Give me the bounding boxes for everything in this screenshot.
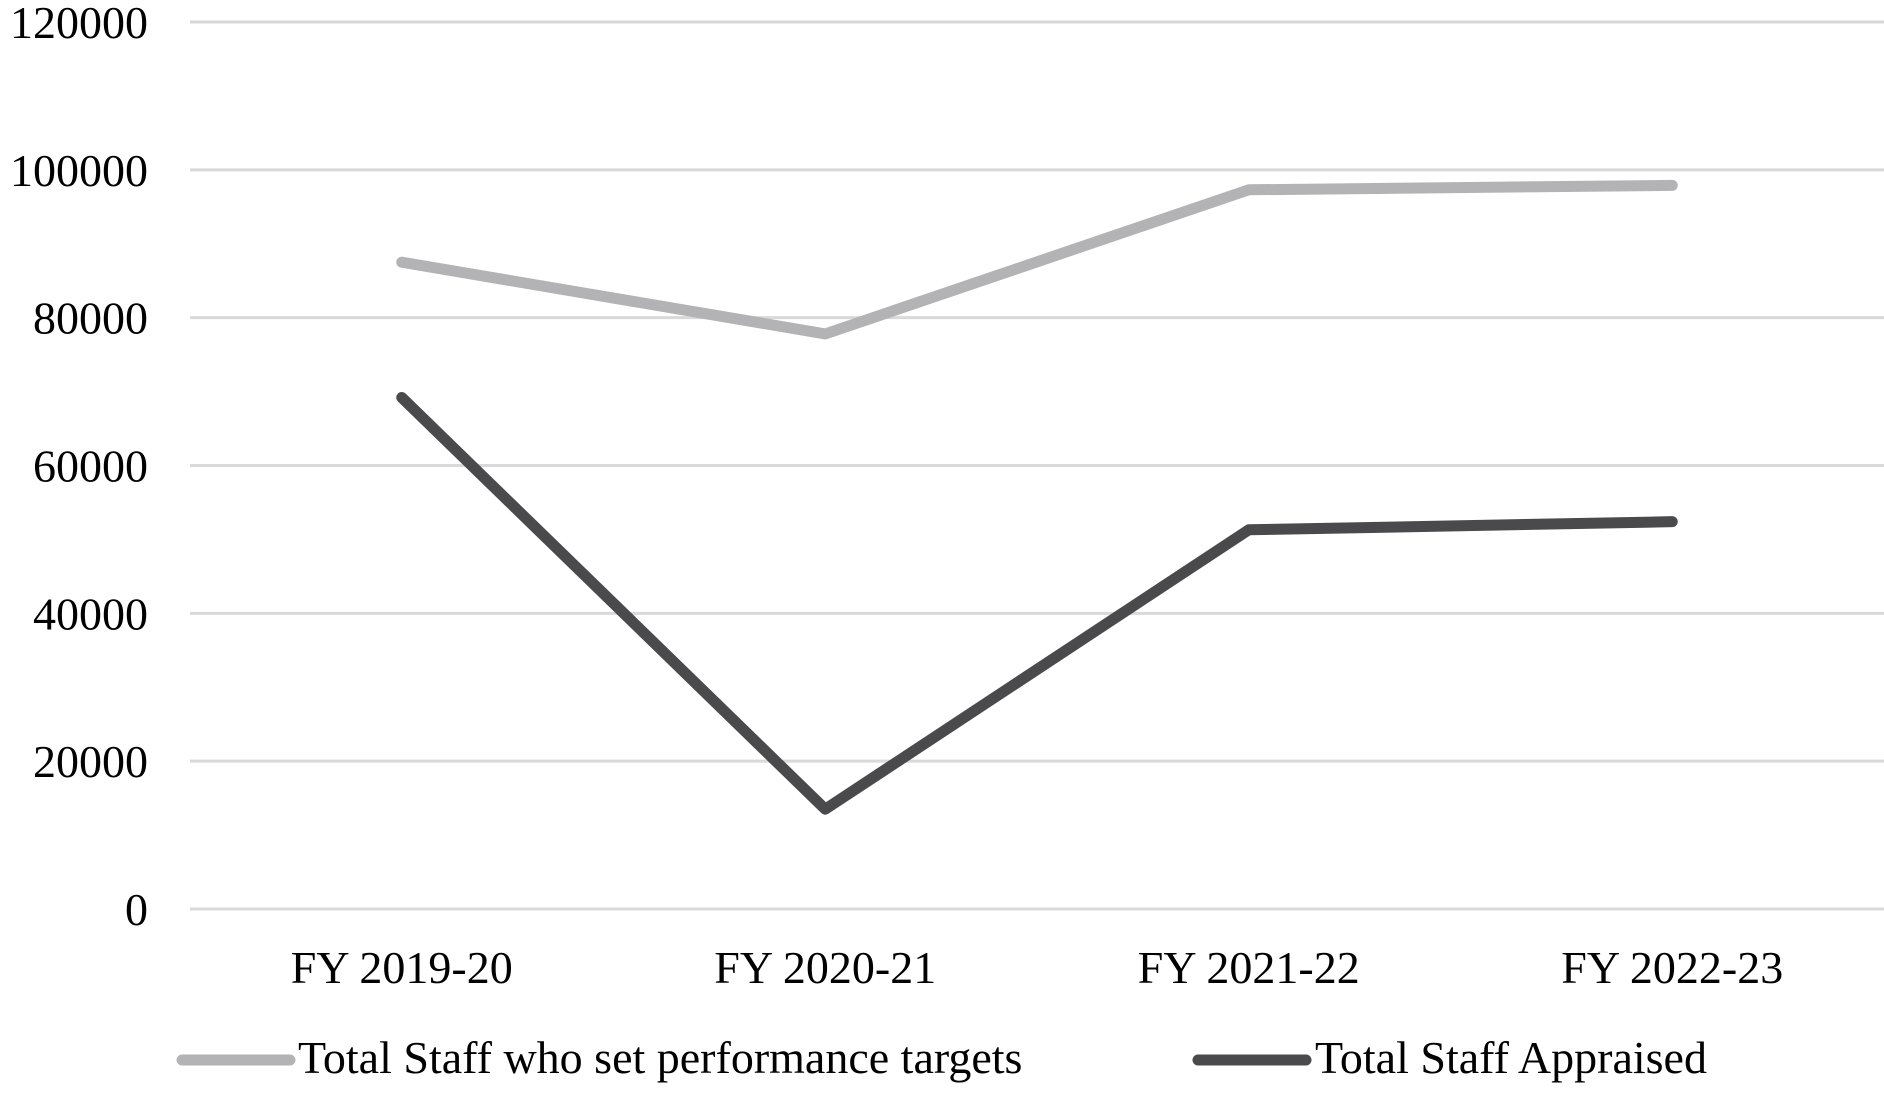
series-lines [396, 179, 1678, 815]
x-category-label: FY 2019-20 [291, 942, 513, 993]
data-point [401, 396, 403, 398]
y-tick-label: 0 [125, 884, 148, 935]
y-tick-label: 60000 [33, 441, 148, 492]
x-category-label: FY 2020-21 [714, 942, 936, 993]
legend-label: Total Staff Appraised [1315, 1032, 1707, 1083]
y-tick-label: 100000 [10, 145, 148, 196]
data-point [1248, 529, 1250, 531]
legend: Total Staff who set performance targets T… [176, 1032, 1707, 1083]
y-tick-label: 40000 [33, 588, 148, 639]
data-point [824, 808, 826, 810]
x-axis-category-labels: FY 2019-20 FY 2020-21 FY 2021-22 FY 2022-23 [291, 942, 1783, 993]
y-tick-label: 20000 [33, 736, 148, 787]
data-point [1248, 189, 1250, 191]
y-tick-label: 80000 [33, 293, 148, 344]
gridlines [190, 20, 1884, 911]
data-point [1671, 521, 1673, 523]
y-axis-tick-labels: 0 20000 40000 60000 80000 100000 120000 [10, 0, 148, 935]
y-tick-label: 120000 [10, 0, 148, 48]
data-point [1671, 184, 1673, 186]
data-point [824, 333, 826, 335]
series-line-0 [396, 179, 1678, 340]
legend-label: Total Staff who set performance targets [298, 1032, 1022, 1083]
x-category-label: FY 2021-22 [1138, 942, 1360, 993]
series-line-1 [396, 391, 1678, 815]
x-category-label: FY 2022-23 [1561, 942, 1783, 993]
data-point [401, 261, 403, 263]
